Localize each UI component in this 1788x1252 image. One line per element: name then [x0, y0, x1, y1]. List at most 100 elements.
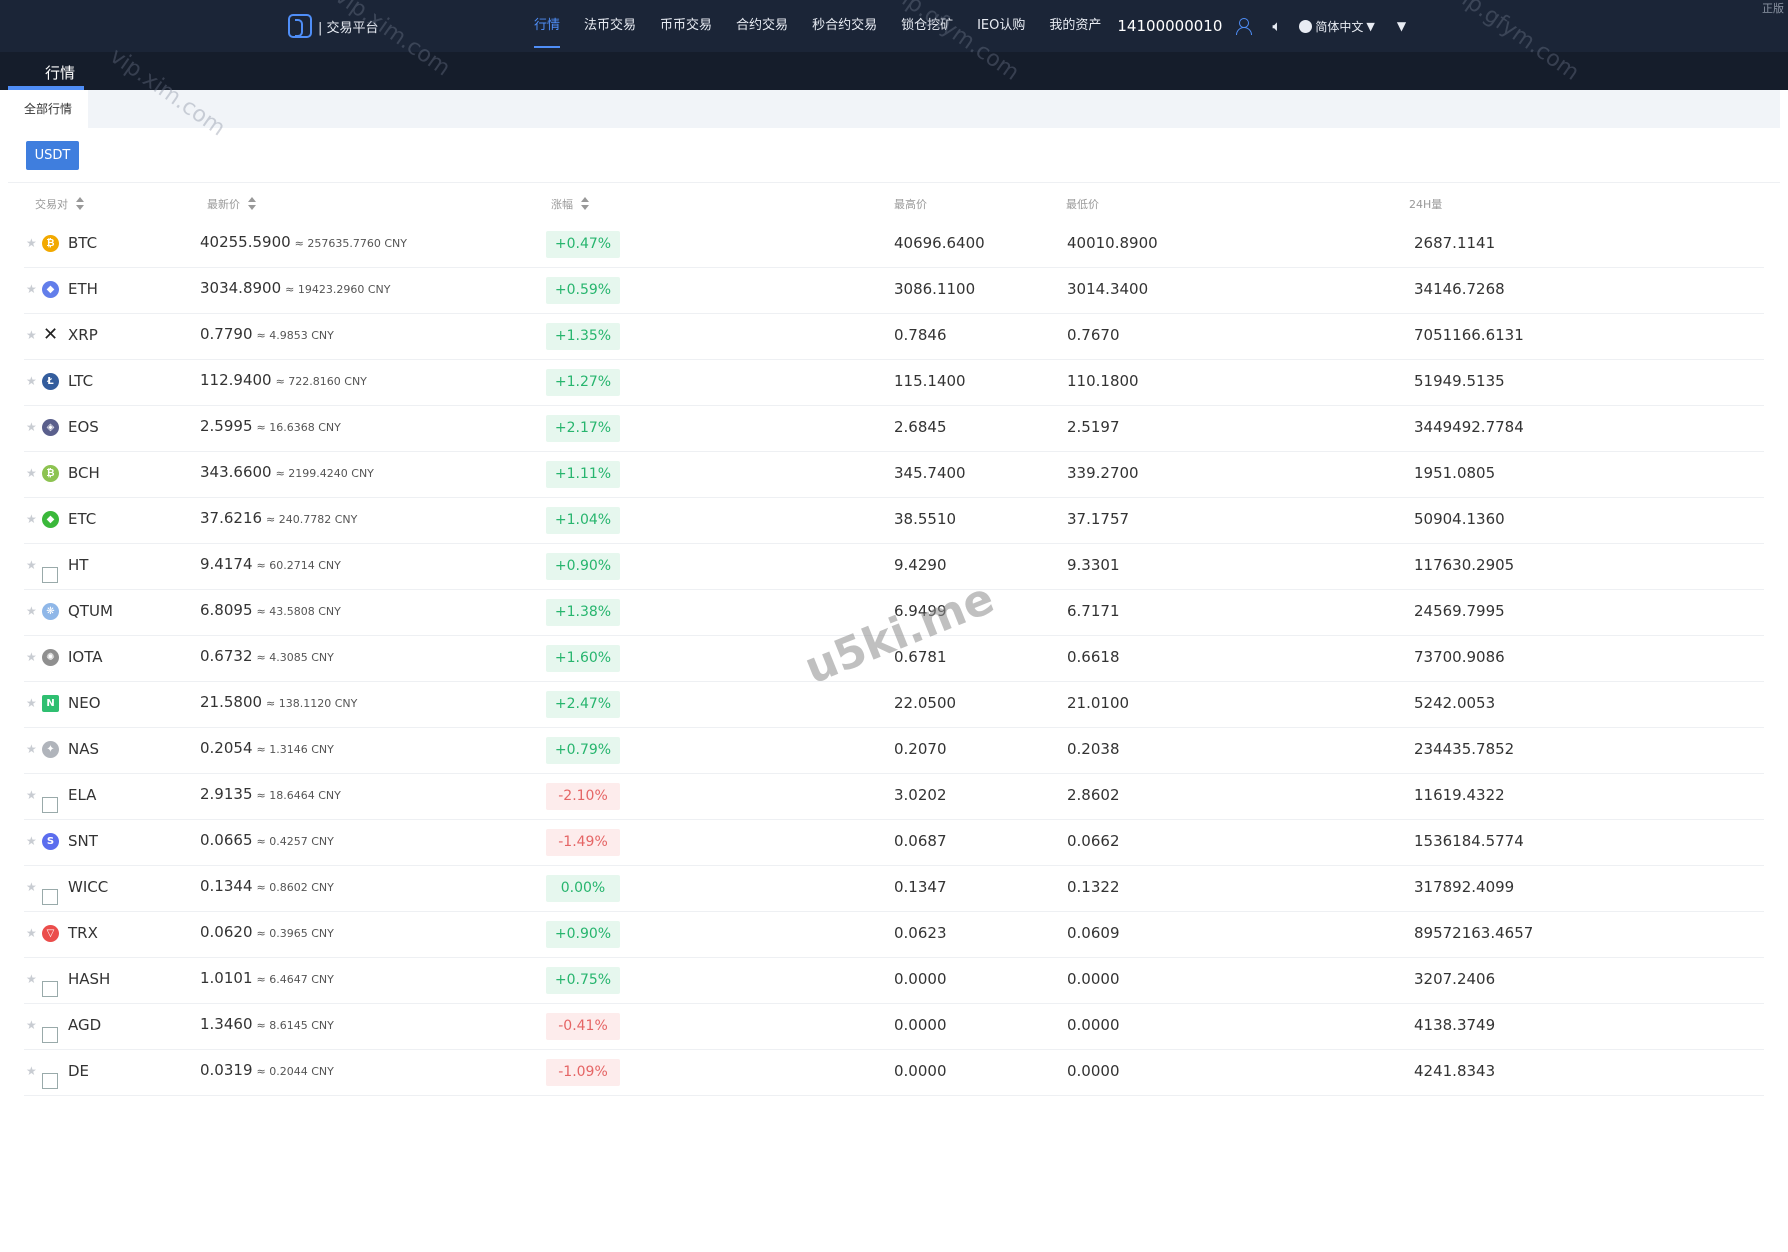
table-row[interactable]: ★ N NEO 21.5800 ≈ 138.1120 CNY +2.47% 22.0500 2… [24, 682, 1764, 728]
pair-symbol[interactable]: AGD [68, 1016, 102, 1034]
last-price: 2.9135 ≈ 18.6464 CNY [200, 785, 341, 803]
pair-symbol[interactable]: EOS [68, 418, 99, 436]
table-row[interactable]: ★ ❋ QTUM 6.8095 ≈ 43.5808 CNY +1.38% 6.9499 6.7… [24, 590, 1764, 636]
pair-symbol[interactable]: IOTA [68, 648, 103, 666]
price-cny: ≈ 0.2044 CNY [256, 1065, 334, 1078]
favorite-star-icon[interactable]: ★ [26, 512, 37, 526]
table-row[interactable]: ★ ₿ BTC 40255.5900 ≈ 257635.7760 CNY +0.47% 40… [24, 222, 1764, 268]
favorite-star-icon[interactable]: ★ [26, 834, 37, 848]
speaker-icon[interactable]: 🔈︎ [1272, 17, 1282, 35]
header-last-label: 最新价 [207, 198, 240, 211]
account-number[interactable]: 14100000010 [1117, 17, 1223, 35]
favorite-star-icon[interactable]: ★ [26, 420, 37, 434]
favorite-star-icon[interactable]: ★ [26, 696, 37, 710]
last-price: 343.6600 ≈ 2199.4240 CNY [200, 463, 374, 481]
pair-symbol[interactable]: NEO [68, 694, 101, 712]
pair-symbol[interactable]: HASH [68, 970, 111, 988]
favorite-star-icon[interactable]: ★ [26, 1064, 37, 1078]
nav-ieo[interactable]: IEO认购 [977, 18, 1026, 33]
pair-symbol[interactable]: TRX [68, 924, 98, 942]
price-cny: ≈ 19423.2960 CNY [285, 283, 391, 296]
favorite-star-icon[interactable]: ★ [26, 1018, 37, 1032]
nav-market[interactable]: 行情 [534, 0, 561, 52]
table-row[interactable]: ★ ₿ BCH 343.6600 ≈ 2199.4240 CNY +1.11% 345.74… [24, 452, 1764, 498]
usdt-market-button[interactable]: USDT [26, 141, 79, 170]
favorite-star-icon[interactable]: ★ [26, 466, 37, 480]
pair-symbol[interactable]: WICC [68, 878, 109, 896]
header-last-price[interactable]: 最新价 [207, 196, 256, 212]
favorite-star-icon[interactable]: ★ [26, 558, 37, 572]
pair-symbol[interactable]: ETC [68, 510, 97, 528]
pair-symbol[interactable]: SNT [68, 832, 98, 850]
pair-symbol[interactable]: QTUM [68, 602, 113, 620]
favorite-star-icon[interactable]: ★ [26, 604, 37, 618]
sort-icon[interactable] [581, 197, 589, 211]
price-value: 6.8095 [200, 601, 253, 619]
tab-all-markets[interactable]: 全部行情 [8, 90, 88, 128]
nav-staking-mining[interactable]: 锁仓挖矿 [901, 18, 954, 33]
favorite-star-icon[interactable]: ★ [26, 374, 37, 388]
pair-symbol[interactable]: ELA [68, 786, 97, 804]
broken-image-icon [42, 1027, 58, 1043]
table-row[interactable]: ★ WICC 0.1344 ≈ 0.8602 CNY 0.00% 0.1347 0.1322… [24, 866, 1764, 912]
language-selector[interactable]: 简体中文 ▼ [1299, 18, 1375, 35]
nav-contract-trade[interactable]: 合约交易 [736, 18, 789, 33]
pair-symbol[interactable]: HT [68, 556, 89, 574]
last-price: 2.5995 ≈ 16.6368 CNY [200, 417, 341, 435]
table-row[interactable]: ★ AGD 1.3460 ≈ 8.6145 CNY -0.41% 0.0000 0.0000… [24, 1004, 1764, 1050]
ethereum-icon: ◆ [42, 281, 59, 298]
favorite-star-icon[interactable]: ★ [26, 926, 37, 940]
last-price: 0.0620 ≈ 0.3965 CNY [200, 923, 334, 941]
table-row[interactable]: ★ ✦ NAS 0.2054 ≈ 1.3146 CNY +0.79% 0.2070 0.203… [24, 728, 1764, 774]
favorite-star-icon[interactable]: ★ [26, 236, 37, 250]
table-row[interactable]: ★ ◈ EOS 2.5995 ≈ 16.6368 CNY +2.17% 2.6845 2.51… [24, 406, 1764, 452]
pair-symbol[interactable]: ETH [68, 280, 98, 298]
nav-coin-trade[interactable]: 币币交易 [660, 18, 713, 33]
sort-icon[interactable] [248, 197, 256, 211]
header-pair[interactable]: 交易对 [35, 196, 84, 212]
header-high: 最高价 [894, 196, 927, 212]
table-row[interactable]: ★ ◆ ETH 3034.8900 ≈ 19423.2960 CNY +0.59% 3086… [24, 268, 1764, 314]
table-row[interactable]: ★ ✺ IOTA 0.6732 ≈ 4.3085 CNY +1.60% 0.6781 0.66… [24, 636, 1764, 682]
pair-symbol[interactable]: XRP [68, 326, 98, 344]
price-value: 0.0620 [200, 923, 253, 941]
table-row[interactable]: ★ HASH 1.0101 ≈ 6.4647 CNY +0.75% 0.0000 0.000… [24, 958, 1764, 1004]
nav-my-assets[interactable]: 我的资产 [1049, 18, 1102, 33]
nav-second-contract[interactable]: 秒合约交易 [812, 18, 878, 33]
low-price: 0.6618 [1067, 648, 1120, 666]
pair-symbol[interactable]: BCH [68, 464, 100, 482]
volume-24h: 73700.9086 [1414, 648, 1505, 666]
sort-icon[interactable] [76, 197, 84, 211]
favorite-star-icon[interactable]: ★ [26, 282, 37, 296]
qtum-icon: ❋ [42, 603, 59, 620]
pair-symbol[interactable]: NAS [68, 740, 100, 758]
table-row[interactable]: ★ Ł LTC 112.9400 ≈ 722.8160 CNY +1.27% 115.140… [24, 360, 1764, 406]
table-row[interactable]: ★ ELA 2.9135 ≈ 18.6464 CNY -2.10% 3.0202 2.860… [24, 774, 1764, 820]
favorite-star-icon[interactable]: ★ [26, 328, 37, 342]
favorite-star-icon[interactable]: ★ [26, 972, 37, 986]
user-icon[interactable] [1236, 18, 1253, 35]
high-price: 6.9499 [894, 602, 947, 620]
favorite-star-icon[interactable]: ★ [26, 788, 37, 802]
change-badge: +1.35% [546, 323, 620, 350]
favorite-star-icon[interactable]: ★ [26, 880, 37, 894]
table-row[interactable]: ★ ◆ ETC 37.6216 ≈ 240.7782 CNY +1.04% 38.5510 3… [24, 498, 1764, 544]
table-row[interactable]: ★ ✕ XRP 0.7790 ≈ 4.9853 CNY +1.35% 0.7846 0.767… [24, 314, 1764, 360]
table-row[interactable]: ★ S SNT 0.0665 ≈ 0.4257 CNY -1.49% 0.0687 0.066… [24, 820, 1764, 866]
table-row[interactable]: ★ HT 9.4174 ≈ 60.2714 CNY +0.90% 9.4290 9.3301… [24, 544, 1764, 590]
last-price: 1.0101 ≈ 6.4647 CNY [200, 969, 334, 987]
favorite-star-icon[interactable]: ★ [26, 650, 37, 664]
price-cny: ≈ 0.4257 CNY [256, 835, 334, 848]
logo[interactable]: | 交易平台 [288, 14, 379, 38]
favorite-star-icon[interactable]: ★ [26, 742, 37, 756]
pair-symbol[interactable]: DE [68, 1062, 90, 1080]
dropdown-caret-icon[interactable]: ▼ [1396, 19, 1407, 33]
pair-symbol[interactable]: BTC [68, 234, 98, 252]
pair-symbol[interactable]: LTC [68, 372, 94, 390]
tab-market[interactable]: 行情 [45, 64, 76, 82]
nav-fiat-trade[interactable]: 法币交易 [584, 18, 637, 33]
price-cny: ≈ 18.6464 CNY [256, 789, 341, 802]
table-row[interactable]: ★ ▽ TRX 0.0620 ≈ 0.3965 CNY +0.90% 0.0623 0.060… [24, 912, 1764, 958]
header-change[interactable]: 涨幅 [551, 196, 589, 212]
table-row[interactable]: ★ DE 0.0319 ≈ 0.2044 CNY -1.09% 0.0000 0.0000 4… [24, 1050, 1764, 1096]
